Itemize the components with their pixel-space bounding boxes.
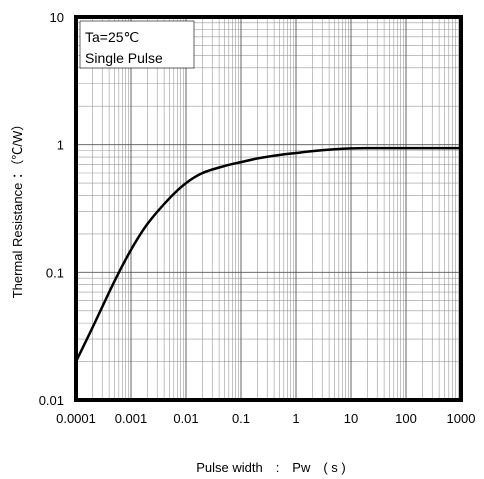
- x-tick-labels: 0.0001 0.001 0.01 0.1 1 10 100 1000: [56, 411, 475, 426]
- annotation-pulse: Single Pulse: [85, 50, 163, 66]
- plot-frame: [74, 15, 463, 402]
- x-tick-label: 100: [395, 411, 417, 426]
- thermal-resistance-curve: [74, 146, 463, 363]
- y-tick-label: 10: [50, 10, 64, 25]
- y-tick-labels: 0.01 0.1 1 10: [39, 10, 64, 408]
- annotation-box: Ta=25℃ Single Pulse: [79, 20, 195, 69]
- y-axis-label: Thermal Resistance ：（℃/W）: [10, 118, 25, 299]
- annotation-ta: Ta=25℃: [85, 29, 139, 45]
- y-tick-label: 0.01: [39, 393, 64, 408]
- x-tick-label: 1: [292, 411, 299, 426]
- grid: [75, 16, 462, 401]
- x-tick-label: 0.01: [173, 411, 198, 426]
- y-tick-label: 0.1: [46, 265, 64, 280]
- x-tick-label: 10: [344, 411, 358, 426]
- x-tick-label: 0.0001: [56, 411, 96, 426]
- x-axis-label: Pulse width : Pw ( s ): [196, 460, 346, 475]
- x-tick-label: 0.001: [115, 411, 148, 426]
- x-tick-label: 0.1: [232, 411, 250, 426]
- x-tick-label: 1000: [447, 411, 476, 426]
- y-tick-label: 1: [57, 138, 64, 153]
